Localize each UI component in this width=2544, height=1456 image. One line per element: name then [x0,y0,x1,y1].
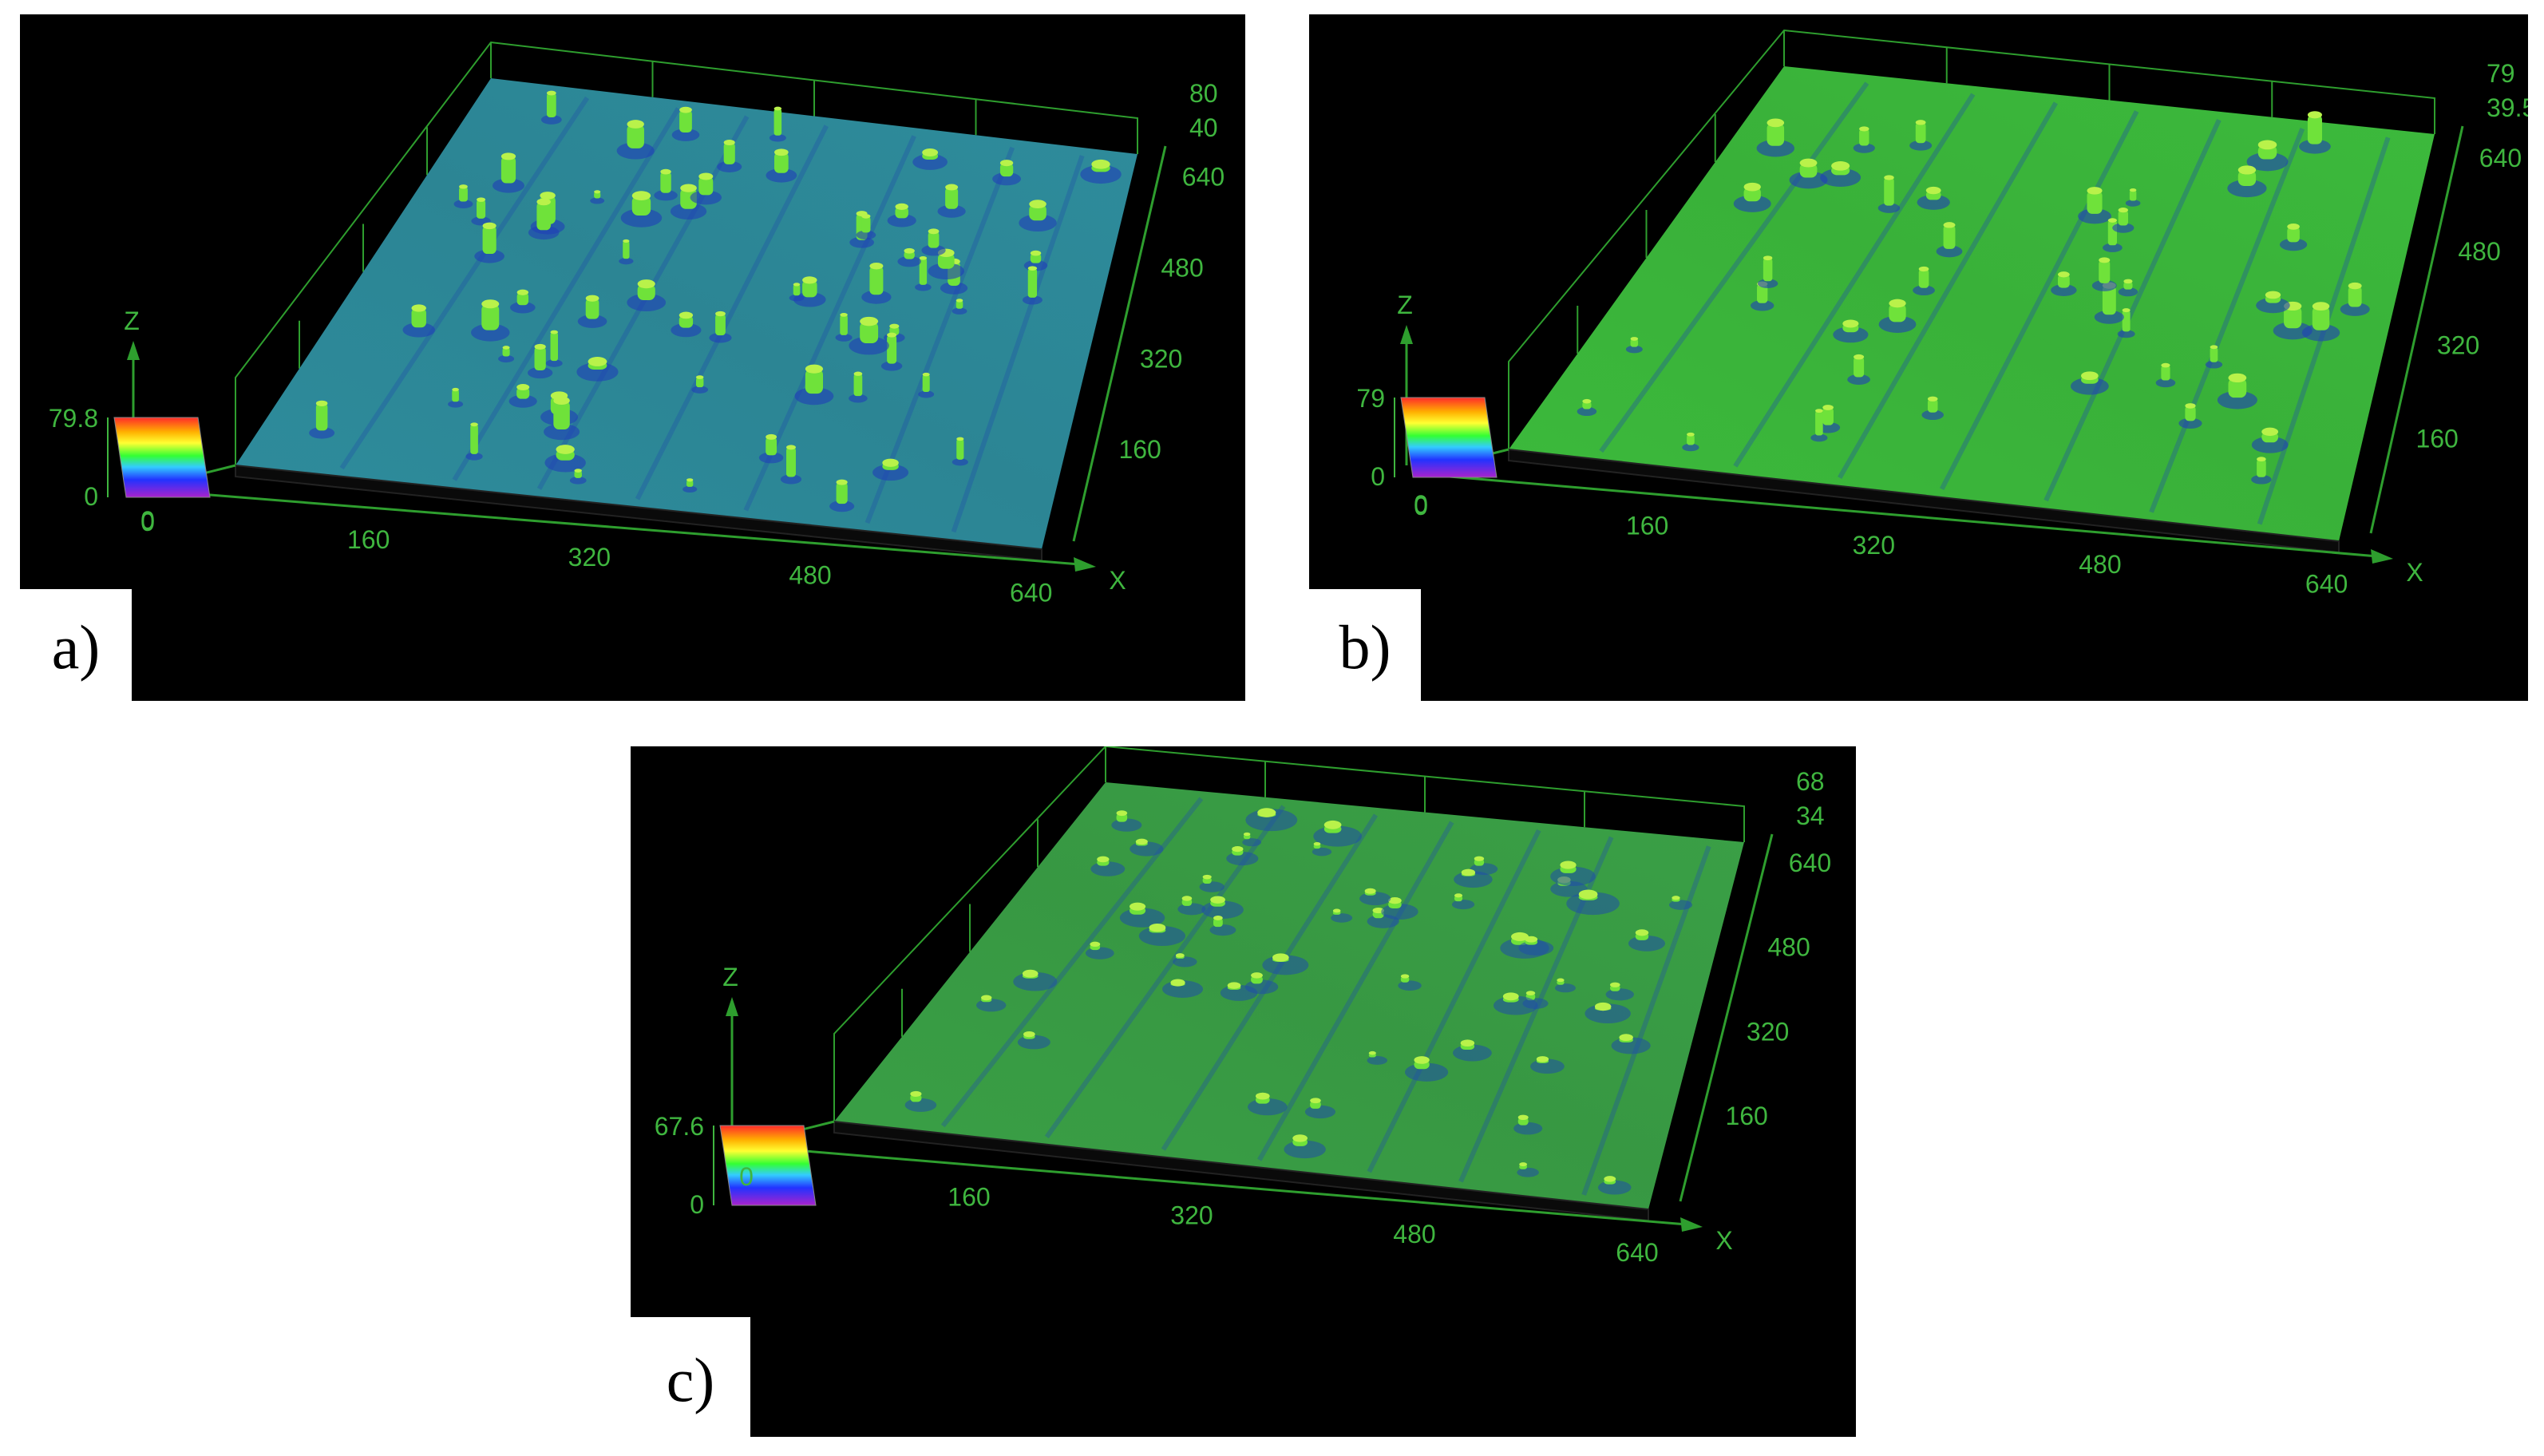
colorbar-min-label: 0 [1371,462,1385,491]
bounding-box-wireframe [833,746,1745,1122]
y-tick-label: 480 [2458,237,2500,266]
x-axis-arrow [1074,557,1096,572]
y-tick-label: 640 [1789,849,1831,877]
z-tick-label: 68 [1796,767,1825,796]
x-tick-label: 640 [1010,578,1052,607]
x-tick-label: 0 [1414,492,1428,520]
panel-a: 0 160 320 480 640 X 160 320 480 640 80 40 Z 79.8 0 0 [20,14,1245,701]
z-tick-label: 34 [1796,801,1825,830]
z-tick-label: 79 [2487,59,2515,88]
panel-label-box-b: b) [1309,589,1421,701]
x-axis-arrow [2371,549,2393,564]
panel-label-box-a: a) [20,589,132,701]
x-axis-arrow [1680,1217,1703,1232]
colorbar [719,1125,817,1206]
y-tick-label: 160 [1725,1102,1767,1130]
x-axis-title: X [1109,566,1126,595]
y-tick-label: 320 [2437,330,2479,359]
x-axis-title: X [1715,1226,1732,1255]
colorbar-min-label: 0 [690,1190,704,1219]
y-tick-label: 160 [1118,435,1161,464]
x-tick-label: 0 [140,508,155,536]
panel-c: 0160320480640X1603204806406834Z67.600 [631,746,1856,1437]
panel-label-c: c) [666,1345,715,1414]
colorbar-min-label: 0 [84,482,98,511]
x-axis-title: X [2406,558,2423,587]
z-tick-label: 39.5 [2487,93,2528,122]
y-tick-label: 480 [1161,253,1203,282]
origin-label: 0 [739,1162,754,1191]
x-tick-label: 320 [1853,531,1895,560]
origin-label: 0 [1414,490,1428,519]
bounding-box-wireframe [235,41,1138,465]
z-tick-label: 40 [1189,113,1218,142]
colorbar [1400,397,1498,478]
z-tick-label: 80 [1189,79,1218,108]
surface [834,782,1744,1209]
x-tick-label: 480 [2079,550,2121,579]
surface-plot-c: 0160320480640X1603204806406834Z67.600 [655,746,1831,1267]
colorbar-max-label: 79 [1356,384,1385,413]
x-tick-label: 320 [568,543,611,572]
x-tick-label: 640 [2305,570,2348,599]
z-axis-title: Z [722,963,738,991]
colorbar-max-label: 67.6 [655,1112,704,1141]
x-tick-label: 320 [1170,1201,1213,1230]
panel-label-box-c: c) [631,1317,750,1437]
panel-label-b: b) [1339,612,1391,682]
x-tick-label: 480 [789,560,831,589]
surface-texture [904,797,1711,1196]
y-tick-label: 320 [1140,344,1182,373]
colorbar [113,417,211,498]
y-tick-label: 480 [1767,933,1810,962]
y-tick-label: 640 [1182,163,1225,192]
x-tick-label: 480 [1393,1220,1435,1248]
z-axis-title: Z [124,307,140,335]
colorbar-max-label: 79.8 [49,404,98,433]
y-tick-label: 640 [2479,144,2522,172]
x-tick-label: 640 [1616,1238,1658,1267]
surface-texture [309,90,1122,533]
y-tick-label: 320 [1747,1017,1789,1046]
origin-label: 0 [140,506,155,535]
x-tick-label: 160 [1626,511,1668,540]
x-tick-label: 160 [347,525,390,554]
z-axis-title: Z [1397,291,1413,319]
bounding-box-wireframe [1508,29,2435,449]
x-tick-label: 160 [948,1182,990,1211]
y-tick-label: 160 [2415,425,2458,453]
panel-label-a: a) [51,612,101,682]
surface-texture [1577,81,2391,525]
surface [1509,66,2435,541]
